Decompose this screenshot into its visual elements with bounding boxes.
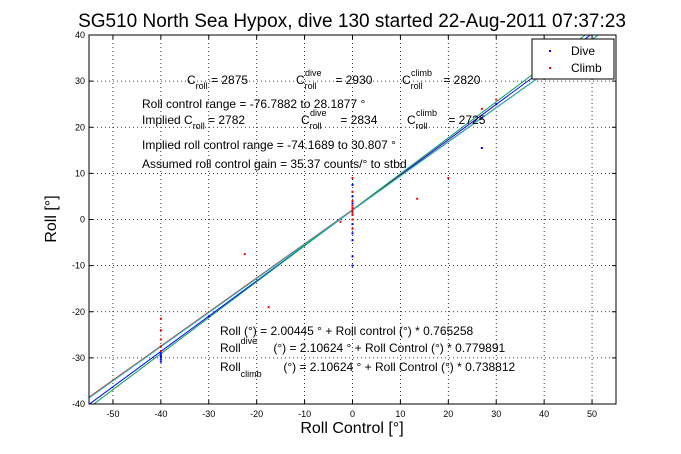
data-point-climb [339, 220, 342, 223]
x-tick-label: -50 [106, 409, 119, 419]
data-point-dive [495, 103, 498, 106]
y-tick-label: 0 [80, 215, 85, 225]
implied-c-roll-text: Implied Croll = 2782 [142, 113, 245, 131]
fit-equation-climb: Rollclimb (°) = 2.10624 ° + Roll Control… [220, 360, 516, 379]
data-point-climb [267, 306, 270, 309]
y-tick-label: -40 [72, 399, 85, 409]
data-point-climb [159, 345, 162, 348]
data-point-climb [351, 176, 354, 179]
chart-title: SG510 North Sea Hypox, dive 130 started … [78, 11, 626, 32]
data-point-climb [480, 107, 483, 110]
x-tick-label: -30 [202, 409, 215, 419]
y-tick-label: -30 [72, 353, 85, 363]
c-roll-text: Croll = 2875 [187, 73, 248, 91]
data-point-climb [351, 209, 354, 212]
data-point-climb [159, 338, 162, 341]
y-tick-label: -10 [72, 261, 85, 271]
fit-equation-all: Roll (°) = 2.00445 ° + Roll control (°) … [220, 324, 474, 338]
legend-marker-dive [549, 50, 551, 52]
legend: Dive Climb [531, 38, 615, 80]
y-tick-label: 40 [75, 30, 85, 40]
legend-box [531, 38, 615, 80]
data-point-dive [159, 355, 162, 358]
implied-c-roll-dive-text: Crolldive = 2834 [301, 108, 378, 131]
data-point-climb [159, 317, 162, 320]
data-point-climb [447, 176, 450, 179]
y-tick-label: 10 [75, 168, 85, 178]
y-tick-label: -20 [72, 307, 85, 317]
data-points [159, 98, 498, 363]
data-point-dive [351, 183, 354, 186]
x-tick-label: -10 [298, 409, 311, 419]
data-point-dive [480, 147, 483, 150]
gain-text: Assumed roll control gain = 35.37 counts… [142, 157, 407, 171]
data-point-climb [243, 253, 246, 256]
y-tick-label: 30 [75, 76, 85, 86]
fit-equation-dive: Rolldive (°) = 2.10624 ° + Roll Control … [220, 336, 506, 355]
data-point-climb [351, 213, 354, 216]
data-point-dive [159, 360, 162, 363]
data-point-dive [351, 195, 354, 198]
legend-label-climb: Climb [571, 61, 602, 75]
data-point-climb [351, 204, 354, 207]
x-tick-label: 10 [395, 409, 405, 419]
x-tick-label: 30 [491, 409, 501, 419]
data-point-climb [351, 190, 354, 193]
x-tick-label: -40 [154, 409, 167, 419]
data-point-climb [159, 329, 162, 332]
y-axis-label: Roll [°] [43, 195, 60, 242]
c-roll-climb-text: Crollclimb = 2820 [402, 68, 481, 91]
data-point-dive [159, 352, 162, 355]
data-point-dive [159, 358, 162, 361]
data-point-dive [159, 354, 162, 357]
x-tick-label: 20 [443, 409, 453, 419]
axis-ticks: -50 -40 -30 -20 -10 0 10 20 30 40 50 -40 -30 -20 -10 0 1… [72, 30, 616, 419]
roll-range-text: Roll control range = -76.7882 to 28.1877… [142, 97, 365, 111]
x-axis-label: Roll Control [°] [300, 420, 403, 437]
data-point-climb [351, 200, 354, 203]
data-point-dive [351, 232, 354, 235]
annotations: Croll = 2875 Crolldive = 2930 Crollclimb… [142, 68, 516, 379]
data-point-climb [416, 197, 419, 200]
legend-label-dive: Dive [571, 44, 595, 58]
x-tick-label: 40 [539, 409, 549, 419]
data-point-climb [351, 227, 354, 230]
data-point-climb [351, 211, 354, 214]
c-roll-dive-text: Crolldive = 2930 [296, 68, 373, 91]
x-tick-label: 0 [350, 409, 355, 419]
data-point-dive [207, 315, 210, 318]
implied-c-roll-climb-text: Crollclimb = 2725 [407, 108, 486, 131]
data-point-climb [159, 349, 162, 352]
data-point-dive [351, 255, 354, 258]
x-tick-label: 50 [587, 409, 597, 419]
y-tick-label: 20 [75, 122, 85, 132]
data-point-dive [351, 223, 354, 226]
x-tick-label: -20 [250, 409, 263, 419]
data-point-dive [351, 202, 354, 205]
data-point-climb [351, 206, 354, 209]
data-point-dive [351, 264, 354, 267]
data-point-climb [495, 98, 498, 101]
data-point-dive [351, 239, 354, 242]
data-point-climb [351, 218, 354, 221]
data-point-dive [480, 117, 483, 120]
implied-range-text: Implied roll control range = -74.1689 to… [142, 138, 396, 152]
legend-marker-climb [549, 67, 551, 69]
